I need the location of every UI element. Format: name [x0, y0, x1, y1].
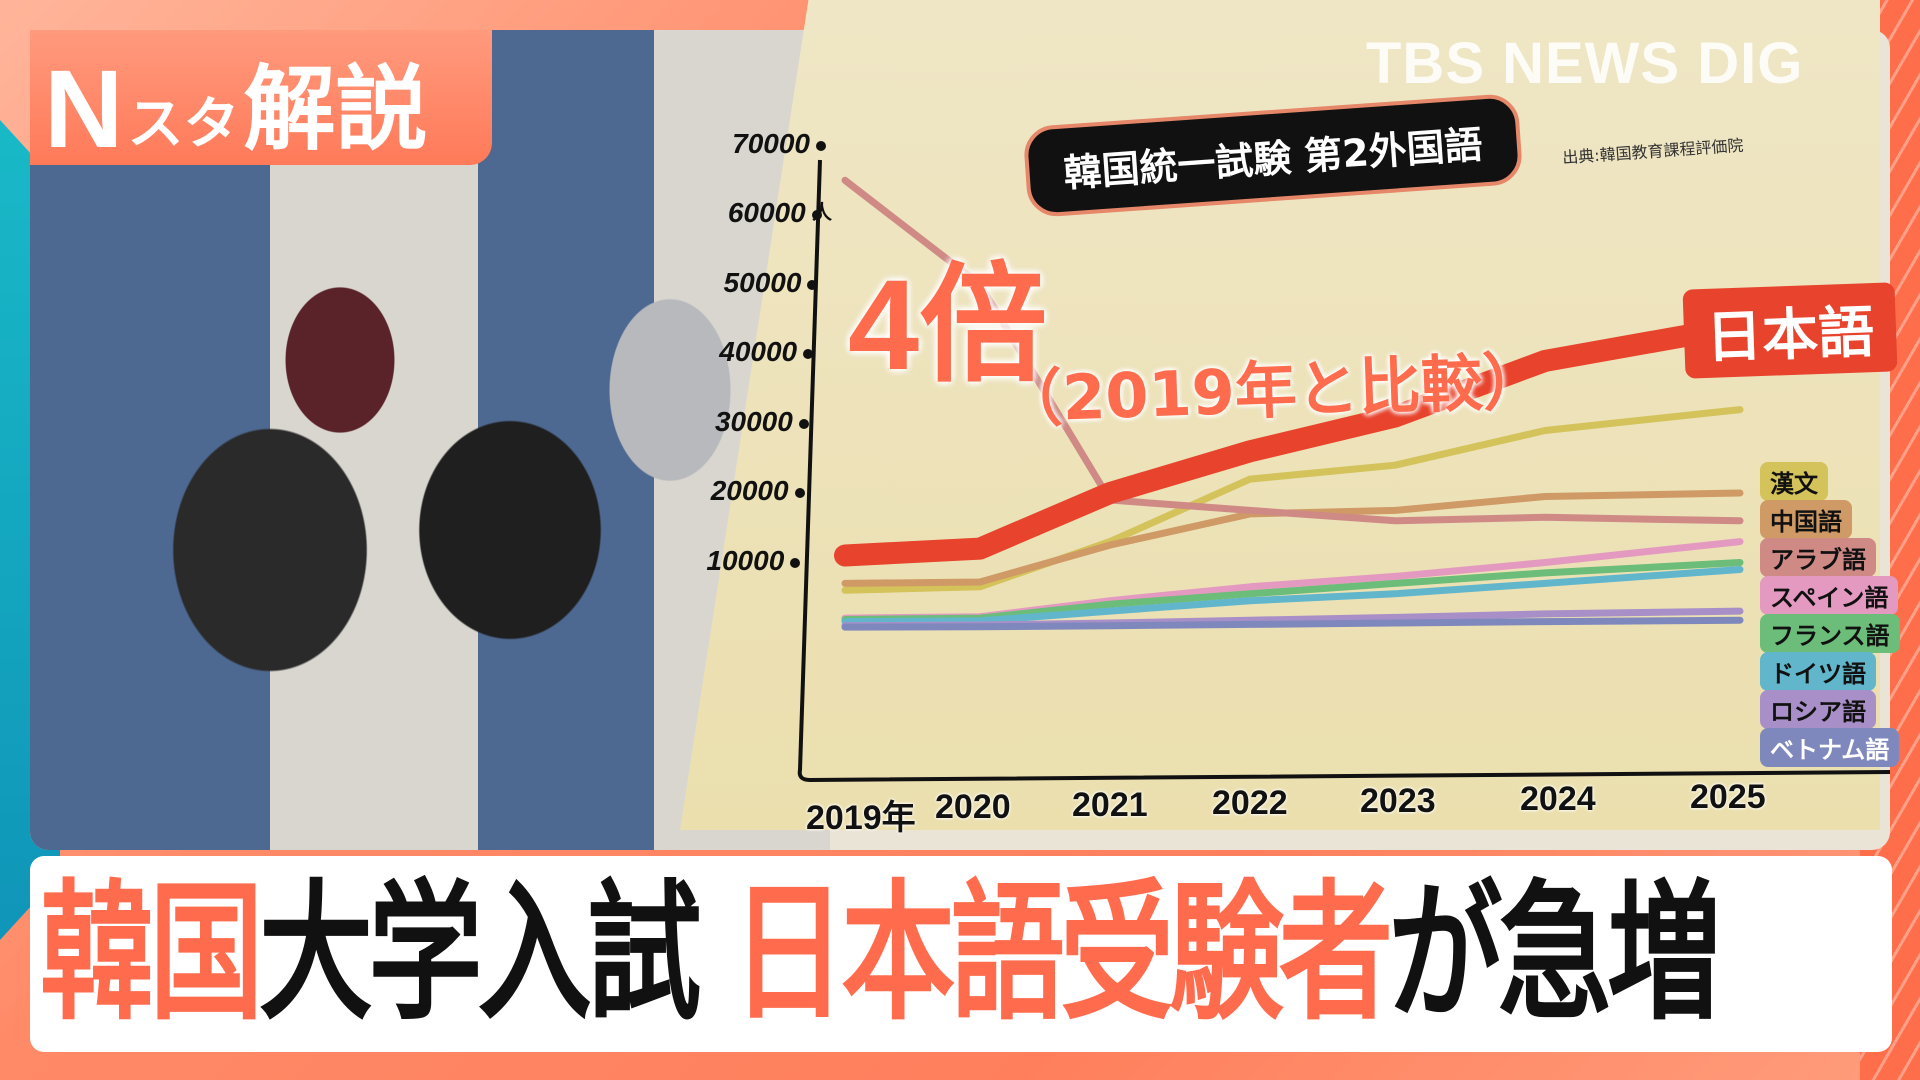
- program-logo-sta: スタ: [127, 92, 240, 157]
- x-tick-label: 2019年: [806, 799, 916, 837]
- y-tick-dot: [811, 210, 822, 220]
- chart-axes: [797, 159, 1891, 783]
- program-logo: N スタ 解説: [30, 30, 492, 165]
- multiplier-callout: 4倍: [848, 254, 1048, 397]
- y-axis-unit: 人: [812, 200, 832, 224]
- program-logo-kaisetsu: 解説: [243, 56, 428, 163]
- legend-item: 漢文: [1760, 462, 1828, 501]
- caption-korea: 韓国: [40, 867, 263, 1041]
- legend-item: フランス語: [1760, 614, 1900, 653]
- y-tick-label: 50000: [723, 266, 802, 298]
- caption-surge: が急増: [1388, 867, 1721, 1041]
- caption-university-exam: 大学入試: [258, 867, 701, 1041]
- x-tick-label: 2022: [1212, 784, 1288, 822]
- y-tick-label: 60000: [727, 197, 806, 228]
- legend-item: ドイツ語: [1760, 652, 1876, 691]
- headline-caption: 韓国大学入試 日本語受験者が急増: [30, 856, 1892, 1052]
- y-tick-label: 40000: [719, 336, 798, 367]
- comparison-note: （2019年と比較）: [999, 344, 1546, 437]
- series-line-日本語: [834, 315, 1751, 567]
- x-tick-label: 2020: [935, 788, 1011, 826]
- y-tick-label: 10000: [706, 544, 785, 576]
- y-tick-dot: [794, 488, 805, 498]
- legend-item: ロシア語: [1760, 690, 1876, 729]
- x-tick-label: 2021: [1072, 786, 1148, 824]
- y-tick-label: 20000: [710, 475, 789, 506]
- series-line-ベトナム語: [841, 616, 1744, 631]
- y-tick-dot: [803, 349, 814, 359]
- y-tick-dot: [807, 279, 818, 290]
- program-logo-n: N: [44, 48, 124, 171]
- x-tick-label: 2025: [1690, 778, 1766, 816]
- x-tick-label: 2023: [1360, 782, 1436, 820]
- tbs-news-dig-logo: TBS NEWS DIG: [1366, 31, 1804, 96]
- y-tick-label: 70000: [732, 127, 810, 159]
- x-tick-label: 2024: [1520, 780, 1596, 818]
- caption-japanese-examinees: 日本語受験者: [731, 867, 1393, 1041]
- y-tick-dot: [816, 140, 826, 151]
- series-line-ドイツ語: [841, 566, 1744, 626]
- japanese-series-label: 日本語: [1682, 282, 1898, 379]
- series-line-アラブ語: [841, 176, 1744, 525]
- y-tick-dot: [790, 557, 801, 568]
- y-tick-label: 30000: [714, 405, 793, 437]
- classroom-photo: [30, 30, 830, 850]
- series-lines: [834, 176, 1751, 631]
- series-line-漢文: [841, 406, 1744, 594]
- legend-item: スペイン語: [1760, 576, 1899, 615]
- legend-item: アラブ語: [1760, 538, 1876, 577]
- y-tick-dot: [798, 418, 809, 429]
- legend-item: ベトナム語: [1760, 728, 1900, 767]
- legend-item: 中国語: [1760, 500, 1852, 539]
